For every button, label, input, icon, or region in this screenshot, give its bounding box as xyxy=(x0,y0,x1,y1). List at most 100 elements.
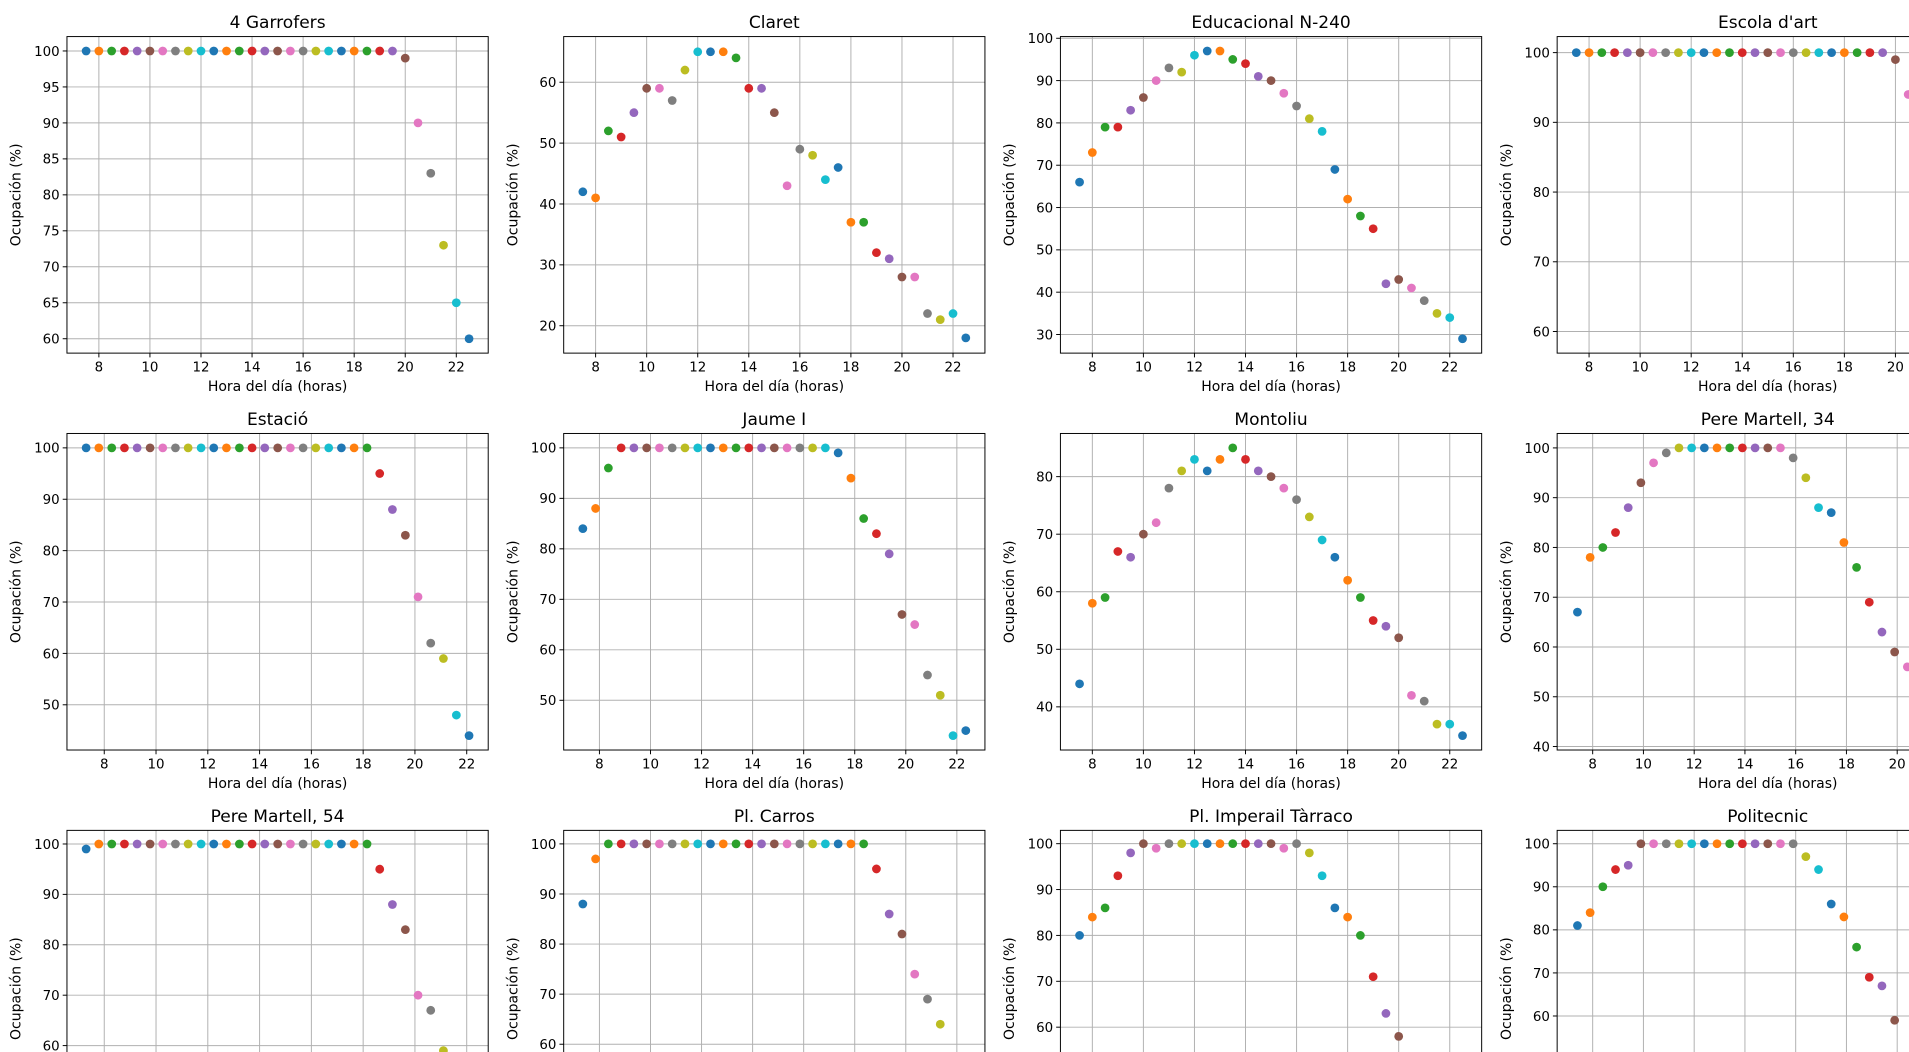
axes-frame xyxy=(1059,829,1483,1052)
x-tick-label: 22 xyxy=(1441,757,1458,772)
point xyxy=(209,46,219,56)
point xyxy=(1903,90,1909,99)
subplot: 8 10 12 14 16 18 20 22 20 30 40 50 60 Claret Hora del … xyxy=(505,13,986,395)
point xyxy=(1164,839,1174,849)
point xyxy=(1585,553,1595,562)
x-tick-label: 20 xyxy=(397,360,414,375)
axes-frame xyxy=(1556,829,1909,1052)
y-tick-label: 40 xyxy=(1533,740,1550,755)
point xyxy=(158,46,168,56)
point xyxy=(183,46,193,56)
point xyxy=(782,443,792,453)
point xyxy=(1087,912,1097,922)
y-tick-label: 20 xyxy=(539,320,556,335)
y-tick-label: 70 xyxy=(1036,975,1053,990)
point xyxy=(1292,495,1301,505)
point xyxy=(910,272,920,282)
point xyxy=(680,839,690,849)
point xyxy=(1763,48,1773,57)
point xyxy=(209,839,219,849)
point xyxy=(196,46,206,56)
y-tick-label: 90 xyxy=(1533,881,1550,896)
point xyxy=(897,929,907,939)
point xyxy=(1113,122,1123,132)
point xyxy=(1571,48,1581,57)
point xyxy=(1151,76,1161,85)
point xyxy=(667,443,677,453)
point xyxy=(196,839,206,849)
y-tick-label: 60 xyxy=(1533,325,1550,340)
y-tick-label: 90 xyxy=(43,117,60,132)
x-tick-label: 20 xyxy=(1889,757,1906,772)
chart-title: Educacional N-240 xyxy=(1191,13,1350,33)
point xyxy=(616,132,626,142)
point xyxy=(1827,48,1836,57)
point xyxy=(1164,63,1174,73)
point xyxy=(1648,48,1658,57)
y-tick-label: 50 xyxy=(43,699,60,714)
y-tick-label: 80 xyxy=(1036,117,1053,132)
x-tick-label: 10 xyxy=(141,360,158,375)
point xyxy=(642,443,652,453)
axes-frame xyxy=(66,432,489,751)
point xyxy=(935,315,945,325)
point xyxy=(1317,871,1327,881)
x-tick-label: 10 xyxy=(1635,757,1652,772)
point xyxy=(1636,478,1646,488)
point xyxy=(362,46,372,56)
point xyxy=(375,469,385,478)
y-tick-label: 60 xyxy=(539,644,556,659)
subplot: 8 10 12 14 16 18 20 40 50 60 70 80 90 100 Pere Martell… xyxy=(1499,410,1909,792)
x-tick-label: 8 xyxy=(1088,360,1097,375)
point xyxy=(1202,46,1212,56)
axes-frame xyxy=(1556,36,1909,354)
y-axis-label: Ocupación (%) xyxy=(1002,540,1018,643)
x-tick-label: 8 xyxy=(95,360,104,375)
point xyxy=(298,443,308,453)
point xyxy=(1087,598,1097,608)
point xyxy=(1381,621,1391,631)
point xyxy=(769,443,779,453)
point xyxy=(808,443,817,453)
point xyxy=(808,150,817,160)
x-tick-label: 16 xyxy=(795,757,812,772)
y-tick-label: 50 xyxy=(1533,691,1550,706)
y-tick-label: 80 xyxy=(539,938,556,953)
point xyxy=(107,46,117,56)
point xyxy=(616,839,626,849)
point xyxy=(1649,839,1658,849)
chart-title: Escola d'art xyxy=(1718,13,1818,33)
point xyxy=(1432,719,1442,729)
x-tick-label: 12 xyxy=(1683,360,1700,375)
y-tick-label: 90 xyxy=(1533,492,1550,507)
point xyxy=(311,839,321,849)
point xyxy=(1126,105,1136,115)
point xyxy=(935,690,945,700)
y-tick-label: 100 xyxy=(34,45,60,60)
x-tick-label: 8 xyxy=(100,757,109,772)
point xyxy=(948,309,958,318)
point xyxy=(1190,50,1199,60)
point xyxy=(910,969,920,979)
point xyxy=(439,1046,448,1052)
point xyxy=(1788,453,1798,463)
x-tick-label: 8 xyxy=(1588,757,1597,772)
point xyxy=(286,839,295,849)
point xyxy=(1177,466,1187,476)
point xyxy=(1826,899,1836,909)
point xyxy=(846,217,856,227)
point xyxy=(1241,839,1250,849)
point xyxy=(1458,731,1467,741)
point xyxy=(311,443,321,453)
point xyxy=(120,443,129,453)
point xyxy=(222,46,231,56)
point xyxy=(1776,443,1785,453)
point xyxy=(439,654,448,663)
y-tick-label: 70 xyxy=(1533,967,1550,982)
subplot: 8 10 12 14 16 18 20 22 30 40 50 60 70 80 90 100 Educacio… xyxy=(1002,13,1483,395)
point xyxy=(1330,903,1340,913)
point xyxy=(247,839,257,849)
point xyxy=(1699,839,1709,849)
y-tick-label: 60 xyxy=(43,1039,60,1052)
x-axis-label: Hora del día (horas) xyxy=(705,776,845,792)
